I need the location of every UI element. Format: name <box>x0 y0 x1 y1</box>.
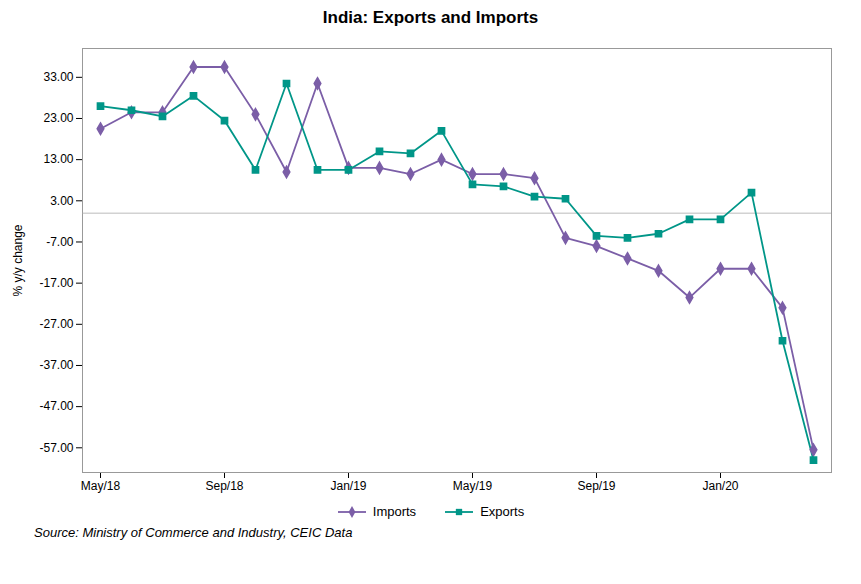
svg-text:Sep/18: Sep/18 <box>205 479 243 493</box>
svg-text:13.00: 13.00 <box>43 152 73 166</box>
svg-text:3.00: 3.00 <box>50 194 74 208</box>
svg-text:May/19: May/19 <box>453 479 493 493</box>
svg-text:33.00: 33.00 <box>43 70 73 84</box>
html-text:Source: Ministry of Commerce a: Source: Ministry of Commerce and Industr… <box>34 525 353 540</box>
svg-text:Jan/20: Jan/20 <box>702 479 738 493</box>
svg-text:-37.00: -37.00 <box>39 358 73 372</box>
svg-text:% y/y change: % y/y change <box>11 224 25 296</box>
svg-text:-47.00: -47.00 <box>39 399 73 413</box>
svg-text:May/18: May/18 <box>81 479 121 493</box>
svg-text:23.00: 23.00 <box>43 111 73 125</box>
svg-text:-57.00: -57.00 <box>39 441 73 455</box>
html-text:Imports: Imports <box>372 504 417 519</box>
html-text:Exports: Exports <box>480 504 525 519</box>
html-text:India: Exports and Imports: India: Exports and Imports <box>322 8 539 27</box>
svg-text:-27.00: -27.00 <box>39 317 73 331</box>
svg-text:-7.00: -7.00 <box>46 235 74 249</box>
svg-text:Jan/19: Jan/19 <box>330 479 366 493</box>
svg-text:-17.00: -17.00 <box>39 276 73 290</box>
svg-text:Sep/19: Sep/19 <box>577 479 615 493</box>
